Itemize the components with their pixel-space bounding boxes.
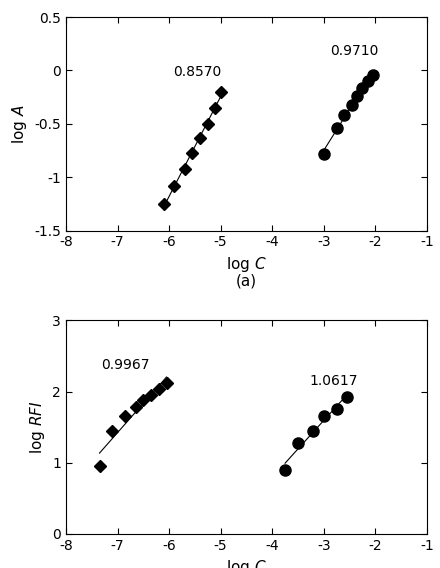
X-axis label: log $\it{C}$: log $\it{C}$ (226, 255, 267, 274)
X-axis label: log $\it{C}$: log $\it{C}$ (226, 558, 267, 568)
Text: 0.9710: 0.9710 (330, 44, 379, 57)
Text: 1.0617: 1.0617 (310, 374, 358, 388)
Y-axis label: log $\it{A}$: log $\it{A}$ (10, 104, 29, 144)
Text: 0.9967: 0.9967 (101, 358, 150, 371)
Text: (a): (a) (236, 273, 257, 289)
Text: 0.8570: 0.8570 (173, 65, 222, 79)
Y-axis label: log $\it{RFI}$: log $\it{RFI}$ (28, 400, 47, 454)
